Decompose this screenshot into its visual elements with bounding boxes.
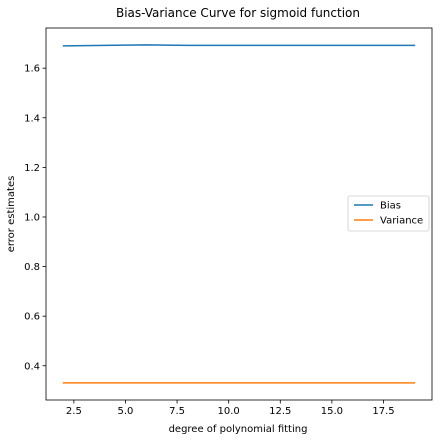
x-tick-label: 7.5 xyxy=(169,406,185,417)
y-tick-label: 1.0 xyxy=(24,212,40,223)
x-tick-label: 10.0 xyxy=(218,406,240,417)
x-axis: 2.5 5.0 7.5 10.0 12.5 15.0 17.5 xyxy=(66,400,395,417)
y-tick-label: 0.6 xyxy=(24,312,40,323)
y-tick-label: 0.4 xyxy=(24,361,40,372)
chart-title: Bias-Variance Curve for sigmoid function xyxy=(116,6,360,20)
series-layer xyxy=(62,44,416,384)
legend-label-variance: Variance xyxy=(380,216,423,227)
x-tick-label: 15.0 xyxy=(321,406,343,417)
legend: Bias Variance xyxy=(347,195,430,232)
y-tick-label: 1.6 xyxy=(24,64,40,75)
y-tick-label: 1.2 xyxy=(24,163,40,174)
x-tick-label: 2.5 xyxy=(66,406,82,417)
x-tick-label: 5.0 xyxy=(118,406,134,417)
y-tick-label: 0.8 xyxy=(24,262,40,273)
series-line-bias xyxy=(62,44,416,47)
legend-label-bias: Bias xyxy=(380,201,401,212)
x-axis-label: degree of polynomial fitting xyxy=(169,424,308,435)
y-tick-label: 1.4 xyxy=(24,113,40,124)
y-axis: 0.4 0.6 0.8 1.0 1.2 1.4 1.6 xyxy=(24,64,46,372)
x-tick-label: 12.5 xyxy=(269,406,291,417)
plot-frame xyxy=(45,27,433,401)
x-tick-label: 17.5 xyxy=(372,406,394,417)
y-axis-label: error estimates xyxy=(6,176,17,253)
